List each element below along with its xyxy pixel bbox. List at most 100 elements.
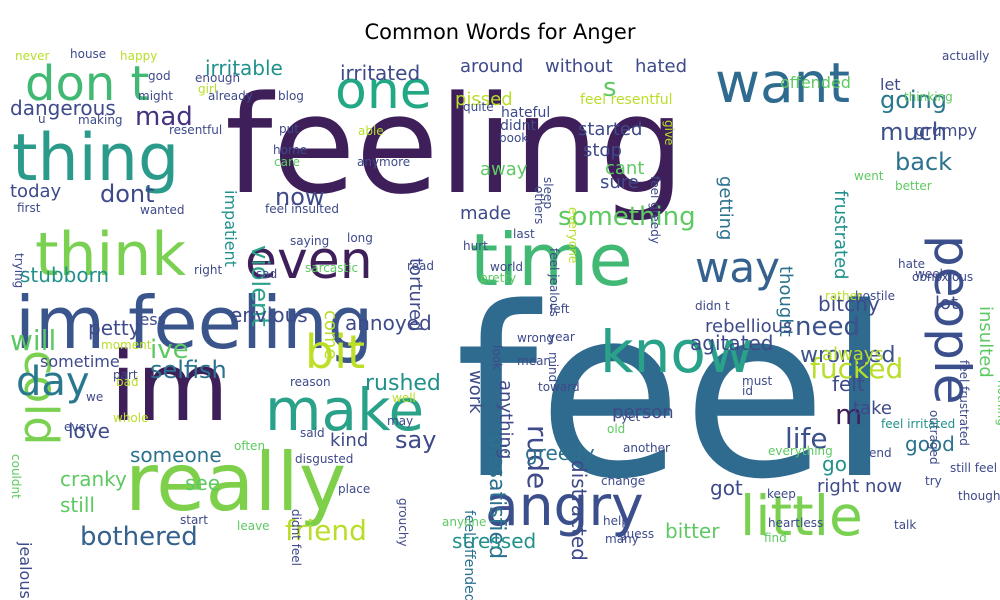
- cloud-word: little: [740, 484, 863, 548]
- cloud-word: going: [880, 86, 947, 114]
- cloud-word: stubborn: [20, 263, 109, 287]
- cloud-word: feel irritated: [881, 417, 955, 431]
- cloud-word: stop: [583, 140, 622, 161]
- cloud-word: left: [550, 302, 570, 316]
- cloud-word: nothing: [995, 380, 1000, 426]
- cloud-word: now: [275, 183, 325, 211]
- cloud-word: making: [78, 113, 123, 127]
- cloud-word: try: [925, 474, 942, 488]
- cloud-word: didnt: [500, 118, 537, 134]
- cloud-word: mad: [135, 102, 193, 132]
- cloud-word: look: [490, 345, 504, 370]
- cloud-word: we: [86, 390, 103, 404]
- cloud-word: rushed: [365, 371, 441, 396]
- cloud-word: saying: [290, 234, 329, 248]
- cloud-word: insulted: [975, 306, 996, 378]
- cloud-word: actually: [942, 49, 989, 63]
- cloud-word: time: [470, 218, 633, 302]
- cloud-word: life: [785, 422, 828, 455]
- cloud-word: stressed: [452, 529, 536, 553]
- cloud-word: irritated: [340, 61, 420, 85]
- cloud-word: long: [347, 231, 373, 245]
- cloud-word: leave: [237, 519, 270, 533]
- cloud-word: read: [407, 259, 434, 273]
- cloud-word: frustrated: [830, 190, 851, 280]
- cloud-word: let: [880, 75, 901, 94]
- cloud-word: right: [194, 263, 222, 277]
- cloud-word: world: [490, 260, 523, 274]
- cloud-word: others: [532, 186, 546, 224]
- cloud-word: envious: [230, 303, 308, 327]
- cloud-word: god: [148, 69, 171, 83]
- cloud-word: much: [880, 118, 947, 146]
- cloud-word: rebellious: [705, 316, 792, 337]
- cloud-word: reason: [290, 375, 331, 389]
- cloud-word: way: [695, 243, 780, 292]
- cloud-word: cant: [605, 158, 644, 179]
- cloud-word: hurt: [463, 239, 488, 253]
- cloud-word: year: [548, 330, 575, 344]
- cloud-word: feel frustrated: [957, 360, 971, 446]
- cloud-word: rather: [825, 289, 862, 303]
- cloud-word: right now: [817, 476, 902, 497]
- cloud-word: feel jealous: [547, 248, 561, 317]
- cloud-word: quite: [463, 100, 494, 114]
- cloud-word: take: [853, 398, 892, 419]
- cloud-word: s: [603, 73, 617, 103]
- cloud-word: wanted: [140, 203, 184, 217]
- cloud-word: m: [835, 398, 862, 431]
- cloud-word: jealous: [16, 541, 35, 599]
- cloud-word: sometime: [40, 352, 120, 371]
- cloud-word: away: [480, 159, 528, 180]
- cloud-word: hostile: [855, 289, 895, 303]
- cloud-word: outraged: [927, 410, 941, 465]
- cloud-word: girl: [198, 82, 217, 96]
- cloud-word: old: [607, 422, 625, 436]
- cloud-word: offended: [780, 73, 851, 92]
- cloud-word: thought: [775, 266, 796, 337]
- cloud-word: sleep: [541, 177, 555, 209]
- cloud-word: person: [612, 402, 674, 423]
- cloud-word: violent: [246, 245, 274, 327]
- cloud-word: dangerous: [10, 96, 116, 120]
- cloud-word: place: [338, 482, 370, 496]
- cloud-word: agitated: [690, 331, 773, 355]
- cloud-word: help: [603, 514, 629, 528]
- cloud-word: already: [208, 89, 253, 103]
- cloud-word: come: [320, 310, 341, 360]
- cloud-word: must: [742, 374, 773, 388]
- cloud-word: home: [273, 143, 307, 157]
- cloud-word: something: [558, 202, 696, 232]
- cloud-word: dissatisfied: [484, 435, 509, 559]
- cloud-word: getting: [715, 176, 736, 240]
- cloud-word: still: [60, 493, 95, 517]
- cloud-word: toward: [538, 380, 580, 394]
- cloud-word: care: [274, 155, 300, 169]
- cloud-word: wrong: [517, 331, 554, 345]
- cloud-word: part: [113, 368, 138, 382]
- cloud-word: bothered: [80, 522, 198, 552]
- cloud-word: know: [600, 318, 753, 386]
- cloud-word: enough: [195, 71, 240, 85]
- cloud-word: impatient: [221, 190, 240, 267]
- cloud-word: distracted: [567, 460, 591, 561]
- cloud-word: feel resentful: [580, 92, 673, 108]
- cloud-word: hate: [898, 257, 925, 271]
- cloud-word: grouchy: [396, 498, 410, 547]
- cloud-word: rude: [521, 425, 554, 489]
- cloud-word: house: [70, 47, 106, 61]
- cloud-word: always: [822, 344, 884, 365]
- cloud-word: anything: [495, 380, 516, 459]
- cloud-word: day: [16, 359, 90, 405]
- cloud-word: wronged: [800, 343, 895, 368]
- cloud-word: everything: [768, 444, 833, 458]
- cloud-word: never: [15, 49, 49, 63]
- cloud-word: feel: [455, 258, 892, 531]
- cloud-word: irritable: [205, 56, 283, 80]
- cloud-word: start: [180, 513, 208, 527]
- cloud-word: lot: [935, 293, 958, 314]
- cloud-word: give: [662, 120, 676, 145]
- cloud-word: will: [10, 324, 56, 357]
- cloud-word: whole: [113, 411, 148, 425]
- cloud-word: moment: [101, 338, 152, 352]
